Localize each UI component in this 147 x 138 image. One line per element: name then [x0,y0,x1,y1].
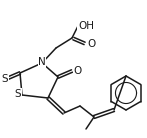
Text: O: O [74,66,82,76]
Text: N: N [38,57,46,67]
Text: O: O [88,39,96,49]
Text: S: S [2,74,8,84]
Text: S: S [15,89,21,99]
Text: OH: OH [78,21,94,31]
